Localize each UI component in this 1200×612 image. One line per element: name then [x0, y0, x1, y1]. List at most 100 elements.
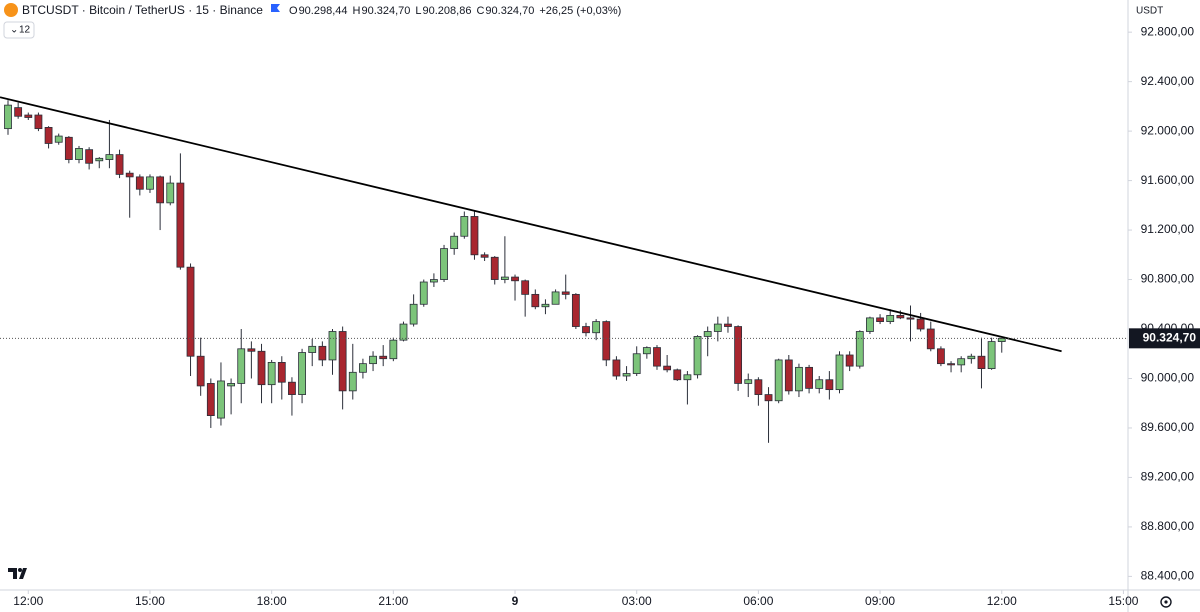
candle-body: [947, 363, 955, 366]
x-tick-label: 15:00: [1108, 594, 1138, 608]
candle-body: [359, 363, 367, 373]
candle-body: [632, 353, 641, 374]
candle-body: [612, 359, 621, 377]
x-tick-label: 9: [512, 594, 519, 608]
ohlc-key: O: [289, 5, 298, 17]
candle-body: [541, 303, 550, 308]
candle-body: [490, 256, 499, 280]
ohlc-legend: O 90.298,44 H 90.324,70 L 90.208,86 C 90.324,70…: [289, 5, 621, 17]
candle-body: [754, 379, 763, 395]
candle-body: [876, 317, 884, 322]
ohlc-value: 90.324,70: [361, 5, 410, 17]
last-price-label: 90.324,70: [1143, 331, 1197, 345]
candle-body: [318, 345, 327, 361]
candle-body: [845, 354, 854, 367]
y-tick-label: 88.400,00: [1141, 569, 1195, 583]
candle-body: [703, 331, 712, 337]
y-tick-label: 91.600,00: [1141, 173, 1195, 187]
ohlc-key: L: [415, 5, 421, 17]
last-price-box: [1129, 328, 1200, 349]
settings-icon[interactable]: [1160, 596, 1172, 608]
candle-body: [521, 280, 530, 295]
candle-body: [987, 341, 996, 369]
candle-body: [186, 266, 195, 357]
candle-body: [906, 317, 915, 320]
candle-body: [166, 182, 175, 204]
ohlc-value: 90.324,70: [485, 5, 534, 17]
candle-body: [683, 374, 692, 381]
candle-body: [288, 381, 296, 395]
candle-body: [217, 380, 225, 419]
candle-body: [967, 355, 976, 360]
candle-body: [531, 293, 540, 308]
candle-body: [267, 362, 276, 386]
candle-body: [774, 359, 783, 402]
y-tick-label: 92.800,00: [1141, 24, 1195, 38]
candle-body: [430, 279, 438, 283]
candle-body: [571, 293, 580, 327]
ohlc-change: +26,25 (+0,03%): [539, 5, 621, 17]
candle-body: [977, 355, 986, 369]
indicator-count: 12: [19, 25, 31, 36]
candle-body: [379, 355, 388, 360]
candle-body: [582, 326, 590, 334]
ohlc-key: C: [476, 5, 484, 17]
indicator-box[interactable]: [3, 21, 35, 39]
candle-body: [308, 345, 317, 353]
candle-body: [744, 379, 753, 384]
symbol-title: BTCUSDT · Bitcoin / TetherUS · 15 · Bina…: [22, 3, 263, 17]
candle-body: [348, 371, 357, 392]
symbol-icon: [4, 3, 18, 17]
ohlc-key: H: [353, 5, 361, 17]
candle-body: [653, 347, 661, 367]
y-tick-label: 91.200,00: [1141, 222, 1195, 236]
candle-body: [815, 379, 824, 389]
candle-body: [764, 394, 773, 402]
x-tick-label: 06:00: [743, 594, 773, 608]
candle-body: [369, 355, 377, 365]
candle-body: [338, 331, 347, 392]
flag-icon: [271, 4, 280, 12]
candle-body: [866, 317, 874, 332]
y-tick-label: 92.400,00: [1141, 74, 1195, 88]
candle-body: [805, 366, 813, 389]
candle-body: [561, 291, 570, 295]
candle-body: [663, 365, 672, 371]
candle-body: [176, 182, 185, 268]
candle-body: [196, 355, 205, 387]
candle-body: [480, 254, 489, 258]
candle-body: [115, 154, 124, 175]
candle-body: [855, 331, 864, 367]
tv-logo: [8, 568, 27, 579]
candle-body: [784, 359, 793, 392]
candle-body: [389, 339, 398, 360]
candle-body: [44, 127, 53, 144]
candle-body: [896, 315, 905, 319]
candle-body: [460, 216, 469, 237]
plot-area: [0, 96, 1062, 443]
candle-body: [399, 323, 408, 341]
candle-body: [724, 323, 732, 327]
ohlc-value: 90.208,86: [423, 5, 472, 17]
candle-body: [551, 291, 560, 305]
candle-body: [673, 369, 682, 381]
y-tick-label: 90.000,00: [1141, 371, 1195, 385]
candle-body: [24, 114, 33, 118]
candle-body: [500, 276, 509, 280]
candle-body: [886, 315, 895, 322]
candle-body: [4, 104, 12, 130]
x-tick-label: 12:00: [987, 594, 1017, 608]
candle-body: [470, 216, 479, 256]
indicator-arrow: ⌄: [10, 25, 18, 36]
candle-body: [419, 281, 428, 305]
x-tick-label: 12:00: [13, 594, 43, 608]
x-tick-label: 21:00: [378, 594, 408, 608]
candle-body: [227, 383, 235, 387]
candle-body: [511, 276, 519, 282]
x-tick-label: 09:00: [865, 594, 895, 608]
candle-body: [440, 248, 448, 280]
candle-body: [95, 157, 104, 162]
x-tick-label: 18:00: [257, 594, 287, 608]
candle-body: [75, 148, 83, 160]
y-tick-label: 88.800,00: [1141, 519, 1195, 533]
